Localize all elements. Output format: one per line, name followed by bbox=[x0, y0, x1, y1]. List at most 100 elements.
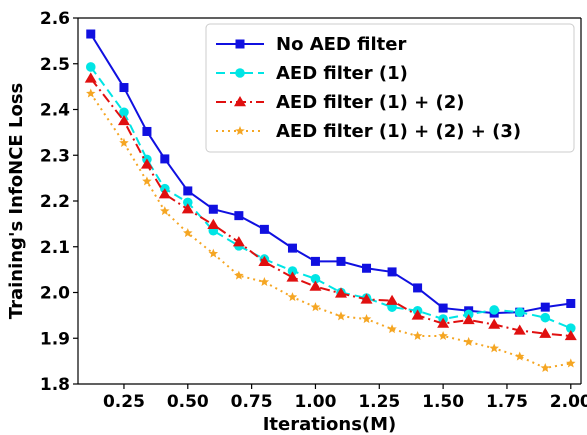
x-tick-label: 1.75 bbox=[486, 392, 528, 412]
x-tick-label: 2.00 bbox=[550, 392, 587, 412]
x-tick-label: 0.75 bbox=[231, 392, 273, 412]
data-point bbox=[287, 266, 298, 276]
data-point bbox=[85, 62, 96, 72]
legend-label: AED filter (1) + (2) bbox=[276, 92, 464, 113]
data-point bbox=[119, 137, 129, 147]
x-tick-label: 1.25 bbox=[358, 392, 400, 412]
series-3 bbox=[84, 72, 577, 341]
y-axis-title: Training's InfoNCE Loss bbox=[6, 83, 27, 319]
y-tick-label: 1.9 bbox=[40, 329, 70, 349]
y-tick-label: 2.6 bbox=[40, 9, 70, 29]
legend: No AED filter AED filter (1) AED filter (1… bbox=[205, 23, 575, 153]
data-point bbox=[514, 351, 525, 361]
data-point bbox=[183, 228, 193, 238]
data-point bbox=[386, 294, 399, 305]
data-point bbox=[462, 313, 475, 325]
data-point bbox=[232, 236, 245, 247]
data-point bbox=[566, 298, 576, 308]
y-tick-label: 2.3 bbox=[40, 146, 70, 166]
data-point bbox=[489, 343, 499, 353]
data-point bbox=[437, 317, 450, 328]
x-tick-label: 1.00 bbox=[294, 392, 336, 412]
y-tick-label: 2.2 bbox=[40, 192, 70, 212]
data-point bbox=[540, 312, 551, 323]
data-point bbox=[86, 88, 96, 98]
data-point bbox=[142, 126, 152, 136]
data-point bbox=[488, 318, 501, 329]
data-point bbox=[565, 323, 576, 333]
data-point bbox=[119, 83, 129, 93]
legend-marker bbox=[235, 68, 245, 78]
data-point bbox=[160, 154, 170, 164]
data-point bbox=[310, 302, 321, 312]
data-point bbox=[539, 327, 552, 338]
data-point bbox=[438, 303, 448, 313]
data-point bbox=[160, 206, 170, 216]
x-tick-label: 0.50 bbox=[167, 392, 209, 412]
data-point bbox=[566, 358, 576, 368]
data-point bbox=[183, 186, 193, 196]
legend-label: AED filter (1) bbox=[276, 63, 408, 84]
legend-item: AED filter (1) + (2) + (3) bbox=[216, 121, 521, 142]
legend-label: AED filter (1) + (2) + (3) bbox=[276, 121, 521, 142]
plot-series bbox=[84, 29, 577, 373]
series-line bbox=[89, 92, 571, 370]
legend-marker bbox=[235, 126, 245, 136]
data-point bbox=[387, 267, 397, 277]
data-point bbox=[84, 72, 97, 83]
data-point bbox=[117, 114, 130, 126]
y-tick-label: 2.1 bbox=[40, 238, 70, 258]
data-point bbox=[540, 362, 551, 373]
data-point bbox=[234, 211, 244, 221]
data-point bbox=[514, 307, 525, 317]
legend-box bbox=[205, 23, 575, 153]
y-tick-label: 1.8 bbox=[40, 375, 70, 395]
data-point bbox=[411, 309, 424, 320]
y-tick-label: 2.0 bbox=[40, 284, 70, 304]
data-point bbox=[362, 263, 372, 273]
legend-item: AED filter (1) bbox=[216, 63, 408, 84]
data-point bbox=[412, 330, 423, 341]
x-tick-label: 1.50 bbox=[422, 392, 464, 412]
series-4 bbox=[86, 88, 576, 373]
data-point bbox=[208, 248, 219, 258]
data-point bbox=[259, 224, 269, 234]
x-axis-title: Iterations(M) bbox=[263, 414, 397, 435]
data-point bbox=[336, 256, 346, 266]
data-point bbox=[207, 218, 220, 229]
legend-marker bbox=[235, 39, 245, 49]
data-point bbox=[438, 330, 448, 341]
data-point bbox=[310, 273, 321, 284]
data-point bbox=[86, 29, 96, 39]
data-point bbox=[513, 324, 526, 335]
data-point bbox=[334, 287, 347, 298]
data-point bbox=[287, 243, 297, 253]
data-point bbox=[361, 314, 372, 324]
data-point bbox=[158, 188, 171, 199]
data-point bbox=[259, 276, 270, 287]
data-point bbox=[413, 283, 423, 293]
data-point bbox=[140, 158, 153, 169]
data-point bbox=[234, 270, 244, 280]
data-point bbox=[119, 107, 129, 118]
legend-item: No AED filter bbox=[216, 34, 406, 55]
data-point bbox=[360, 293, 373, 304]
x-tick-label: 0.25 bbox=[103, 392, 145, 412]
y-tick-label: 2.4 bbox=[40, 101, 70, 121]
data-point bbox=[540, 302, 550, 312]
data-point bbox=[286, 271, 299, 282]
data-point bbox=[287, 292, 298, 302]
data-point bbox=[181, 203, 194, 214]
data-point bbox=[310, 256, 320, 266]
data-point bbox=[387, 324, 397, 334]
legend-item: AED filter (1) + (2) bbox=[216, 92, 464, 113]
legend-label: No AED filter bbox=[276, 34, 406, 55]
data-point bbox=[564, 329, 577, 341]
data-point bbox=[208, 204, 218, 214]
data-point bbox=[463, 336, 474, 346]
legend-marker bbox=[234, 96, 246, 107]
data-point bbox=[182, 197, 193, 208]
y-tick-label: 2.5 bbox=[40, 55, 70, 75]
